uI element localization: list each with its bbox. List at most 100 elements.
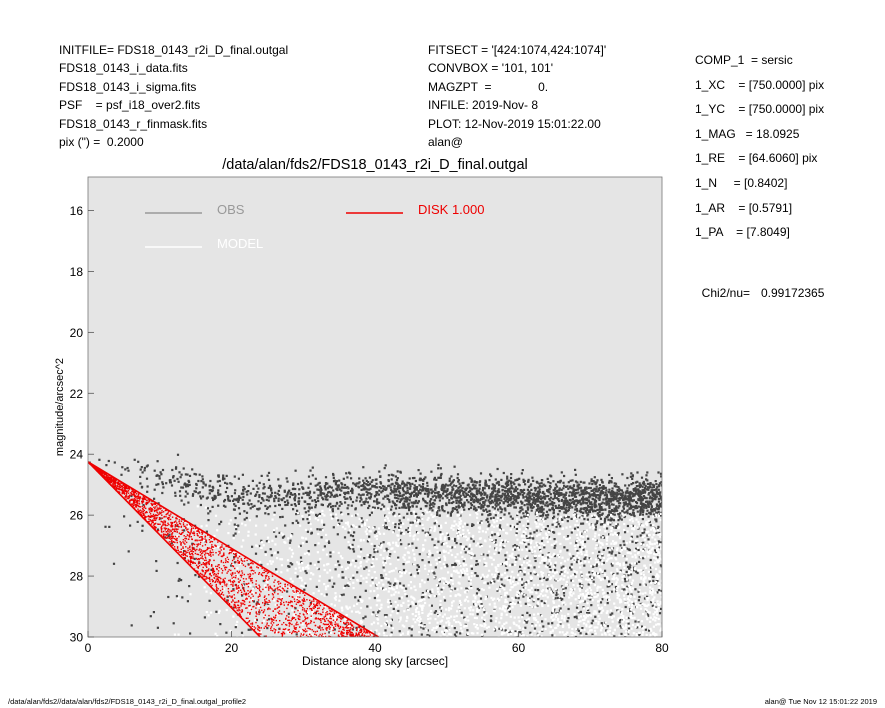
model-point	[634, 642, 636, 644]
obs-point	[425, 589, 428, 592]
model-point	[447, 639, 449, 641]
model-point	[372, 558, 375, 561]
obs-point	[224, 490, 227, 494]
obs-point	[422, 499, 425, 502]
obs-point	[514, 555, 517, 559]
obs-point	[370, 480, 373, 483]
obs-point	[193, 557, 196, 560]
header-line: PSF = psf_i18_over2.fits	[59, 98, 201, 113]
obs-point	[318, 512, 322, 516]
model-point	[573, 612, 576, 615]
obs-point	[632, 482, 635, 485]
obs-point	[601, 554, 604, 557]
obs-point	[657, 506, 660, 509]
obs-point	[573, 493, 576, 497]
obs-point	[229, 482, 232, 485]
obs-point	[455, 542, 458, 545]
obs-point	[170, 542, 173, 545]
model-point	[465, 625, 468, 628]
obs-point	[141, 529, 144, 532]
obs-point	[537, 493, 540, 496]
obs-point	[422, 479, 425, 482]
obs-point	[417, 469, 420, 472]
obs-point	[600, 638, 602, 640]
obs-point	[598, 488, 601, 491]
obs-point	[541, 505, 544, 508]
obs-point	[177, 579, 180, 582]
obs-point	[443, 489, 446, 492]
obs-point	[557, 523, 560, 526]
model-point	[495, 627, 498, 630]
model-point	[406, 632, 410, 635]
obs-point	[328, 541, 331, 544]
obs-point	[314, 506, 317, 509]
obs-point	[268, 618, 271, 621]
obs-point	[274, 494, 277, 498]
obs-point	[266, 495, 269, 498]
obs-point	[414, 499, 417, 502]
obs-point	[237, 477, 240, 480]
obs-point	[551, 611, 554, 614]
model-point	[446, 545, 449, 548]
obs-point	[641, 508, 644, 511]
obs-point	[624, 484, 627, 487]
obs-point	[294, 487, 297, 491]
model-point	[560, 562, 563, 565]
model-point	[309, 578, 312, 581]
obs-point	[607, 547, 610, 550]
obs-point	[153, 469, 156, 472]
obs-point	[399, 539, 402, 542]
model-point	[643, 534, 646, 537]
obs-point	[284, 503, 287, 507]
model-point	[636, 546, 640, 549]
obs-point	[649, 491, 652, 494]
obs-point	[413, 476, 416, 480]
model-point	[585, 642, 587, 644]
obs-point	[352, 482, 355, 485]
obs-point	[415, 488, 418, 491]
obs-point	[598, 484, 601, 487]
obs-point	[399, 532, 403, 535]
obs-point	[485, 508, 488, 511]
model-point	[613, 628, 616, 631]
model-point	[308, 517, 311, 521]
model-point	[544, 627, 547, 630]
obs-point	[319, 494, 322, 497]
obs-point	[567, 617, 570, 620]
obs-point	[636, 480, 639, 483]
obs-point	[392, 607, 395, 610]
obs-point	[451, 501, 454, 505]
obs-point	[645, 488, 648, 491]
model-point	[549, 625, 553, 629]
obs-point	[438, 524, 441, 528]
model-point	[326, 571, 329, 574]
model-point	[427, 573, 430, 576]
model-point	[597, 572, 600, 575]
obs-point	[461, 503, 464, 506]
model-point	[468, 532, 471, 535]
obs-point	[587, 504, 590, 507]
obs-point	[478, 487, 481, 490]
obs-point	[578, 510, 581, 513]
header-line: CONVBOX = '101, 101'	[428, 61, 553, 76]
obs-point	[584, 643, 586, 645]
obs-point	[400, 543, 403, 546]
header-line: alan@	[428, 135, 463, 150]
model-point	[641, 602, 644, 605]
model-point	[628, 586, 632, 589]
model-point	[441, 533, 444, 536]
obs-point	[620, 626, 623, 629]
obs-point	[419, 479, 422, 482]
obs-point	[656, 508, 659, 511]
obs-point	[472, 540, 475, 543]
model-point	[558, 518, 561, 521]
obs-point	[470, 497, 473, 500]
model-point	[610, 557, 613, 560]
obs-point	[604, 486, 607, 489]
model-point	[484, 597, 487, 601]
model-point	[324, 588, 328, 591]
model-point	[653, 616, 656, 619]
obs-point	[580, 522, 583, 525]
obs-point	[422, 483, 425, 486]
obs-point	[136, 520, 139, 523]
